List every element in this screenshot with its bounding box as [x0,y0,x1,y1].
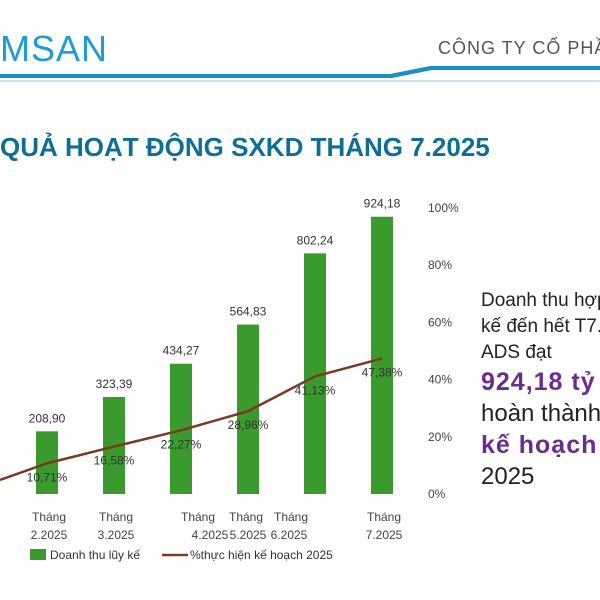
revenue-bars [36,216,393,494]
axis-tick-3: 40% [428,373,452,387]
header-line [0,66,600,78]
bar-3 [170,363,192,494]
right-axis: 0% 20% 40% 60% 80% 100% [428,201,459,501]
bar-4 [237,324,259,494]
summary-plan: kế hoạch [481,431,598,459]
x-label-top-6: Tháng [367,510,401,524]
axis-tick-4: 60% [428,315,452,329]
x-label-bottom-3: 4.2025 [192,528,229,542]
bar-5 [304,253,326,494]
bar-label-6: 924,18 [364,197,401,211]
x-label-top-5: Tháng [274,510,308,524]
x-label-top-4: Tháng [229,510,263,524]
line-label-4: 28,96% [228,418,269,432]
header-band [0,66,600,82]
summary-value: 924,18 tỷ [481,368,596,396]
data-labels: 208,90 323,39 434,27 564,83 802,24 924,18 10,7… [27,197,403,485]
line-label-2: 16,58% [94,454,135,468]
summary-text: Doanh thu hợp kế đến hết T7. ADS đạt 924… [481,288,600,492]
legend-label-bar: Doanh thu lũy kế [50,548,140,562]
plan-line [0,357,383,482]
x-label-bottom-5: 6.2025 [271,528,308,542]
line-label-1: 10,71% [27,470,68,484]
chart-legend: Doanh thu lũy kế %thực hiện kế hoạch 2025 [30,548,333,562]
bar-label-4: 564,83 [230,305,267,319]
x-label-bottom-2: 3.2025 [98,528,135,542]
x-label-bottom-4: 5.2025 [230,528,267,542]
plan-line-path [0,357,383,482]
axis-tick-6: 100% [428,201,459,215]
bar-label-3: 434,27 [163,344,200,358]
axis-tick-2: 20% [428,430,452,444]
summary-year: 2025 [481,463,535,490]
x-label-bottom-6: 7.2025 [366,528,403,542]
axis-tick-1: 0% [428,487,446,501]
bar-label-2: 323,39 [96,377,133,391]
legend-label-line: %thực hiện kế hoạch 2025 [190,548,333,562]
bar-label-5: 802,24 [297,233,334,247]
x-label-top-3: Tháng [181,510,215,524]
summary-line-3: ADS đạt [481,342,552,363]
x-label-top-2: Tháng [99,510,133,524]
bar-label-1: 208,90 [29,411,66,425]
summary-line-2: kế đến hết T7. [481,316,600,337]
company-logo: MSAN [0,28,109,69]
legend-swatch-bar [30,549,46,560]
bar-6 [371,216,393,494]
x-label-bottom-1: 2.2025 [31,528,68,542]
summary-line-4: hoàn thành [481,400,600,427]
x-axis-labels: Tháng2.2025Tháng3.2025Tháng4.2025Tháng5.… [31,510,403,542]
summary-line-1: Doanh thu hợp [481,290,600,311]
slide-title: QUẢ HOẠT ĐỘNG SXKD THÁNG 7.2025 [0,132,490,162]
line-label-6: 47,38% [362,365,403,379]
x-label-top-1: Tháng [32,510,66,524]
axis-tick-5: 80% [428,258,452,272]
company-name: CÔNG TY CỔ PHẦN [438,38,600,58]
line-label-3: 22,27% [161,437,202,451]
line-label-5: 41,13% [295,383,336,397]
